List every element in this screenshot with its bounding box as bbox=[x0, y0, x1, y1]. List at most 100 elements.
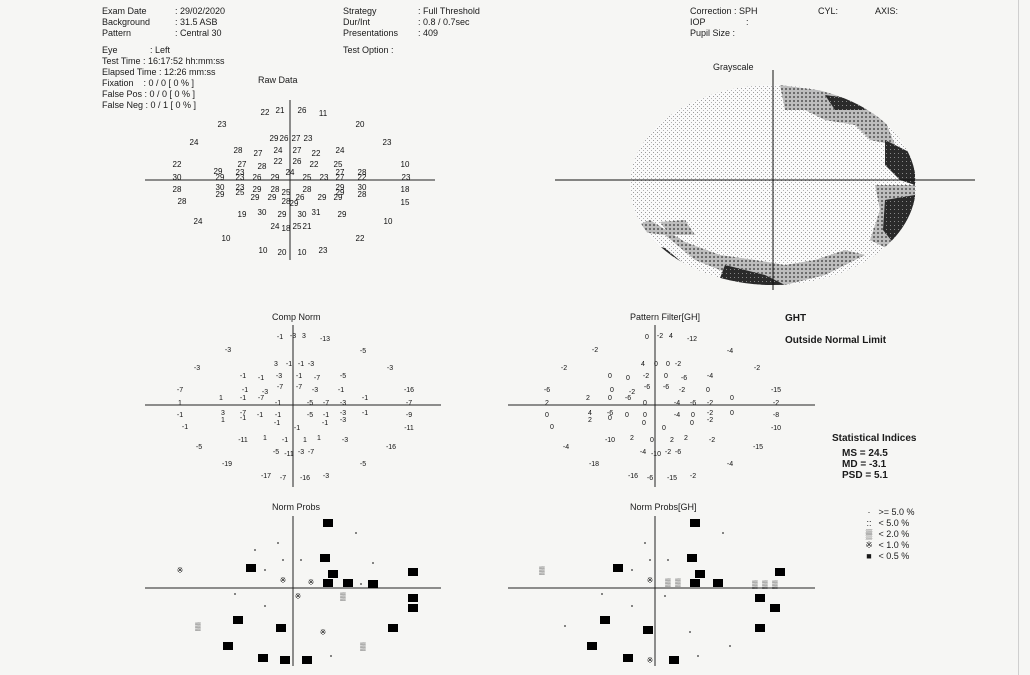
raw-threshold-value: 18 bbox=[401, 185, 410, 194]
comp-norm-value: -7 bbox=[314, 375, 320, 382]
pattern-filter-value: -6 bbox=[544, 387, 550, 394]
durint-label: Dur/Int bbox=[343, 17, 371, 27]
axis-label: AXIS: bbox=[875, 6, 899, 16]
raw-threshold-value: 10 bbox=[401, 160, 410, 169]
ms-value: MS = 24.5 bbox=[842, 448, 888, 459]
npgh-p05-marker bbox=[690, 519, 700, 527]
np-normal-marker bbox=[300, 559, 302, 561]
raw-threshold-value: 28 bbox=[258, 162, 267, 171]
legend-row-lt1: ※ < 1.0 % bbox=[862, 540, 909, 551]
pattern-filter-value: -6 bbox=[675, 449, 681, 456]
pattern-filter-value: 0 bbox=[550, 424, 554, 431]
grayscale-superior-dark bbox=[825, 95, 865, 110]
comp-norm-value: -5 bbox=[360, 348, 366, 355]
background-label: Background bbox=[102, 17, 151, 27]
raw-threshold-value: 22 bbox=[261, 108, 270, 117]
legend-hatch-dark-icon: ※ bbox=[865, 540, 873, 550]
legend-dots-icon: :: bbox=[866, 518, 872, 528]
npgh-normal-marker bbox=[649, 559, 651, 561]
raw-threshold-value: 29 bbox=[270, 134, 279, 143]
pattern-filter-value: 2 bbox=[670, 437, 674, 444]
pattern-filter-value: -2 bbox=[754, 365, 760, 372]
ght-label: GHT bbox=[785, 313, 807, 324]
comp-norm-value: 3 bbox=[302, 333, 306, 340]
pattern-filter-value: -2 bbox=[707, 417, 713, 424]
strategy-value: : Full Threshold bbox=[418, 6, 480, 16]
raw-threshold-value: 27 bbox=[238, 160, 247, 169]
comp-norm-value: -19 bbox=[222, 461, 232, 468]
psd-value: PSD = 5.1 bbox=[842, 470, 888, 481]
pattern-filter-value: -16 bbox=[628, 473, 638, 480]
npgh-p2-marker: ▒ bbox=[665, 578, 671, 587]
comp-norm-value: -1 bbox=[240, 415, 246, 422]
npgh-p2-marker: ▒ bbox=[752, 580, 758, 589]
comp-norm-value: 1 bbox=[219, 395, 223, 402]
pattern-filter-value: 4 bbox=[588, 410, 592, 417]
raw-threshold-value: 10 bbox=[298, 248, 307, 257]
raw-threshold-value: 21 bbox=[276, 106, 285, 115]
pattern-filter-value: 0 bbox=[625, 412, 629, 419]
comp-norm-value: -1 bbox=[240, 395, 246, 402]
npgh-p05-marker bbox=[775, 568, 785, 576]
pattern-filter-value: -2 bbox=[675, 361, 681, 368]
comp-norm-value: -5 bbox=[307, 400, 313, 407]
np-normal-marker bbox=[254, 549, 256, 551]
raw-threshold-value: 29 bbox=[214, 167, 223, 176]
raw-threshold-value: 26 bbox=[253, 173, 262, 182]
comp-norm-value: -5 bbox=[360, 461, 366, 468]
npgh-p05-marker bbox=[713, 579, 723, 587]
pattern-filter-value: 0 bbox=[643, 412, 647, 419]
pattern-filter-value: -4 bbox=[674, 400, 680, 407]
pattern-filter-value: 0 bbox=[645, 334, 649, 341]
pattern-filter-value: 0 bbox=[545, 412, 549, 419]
np-p05-marker bbox=[323, 579, 333, 587]
comp-norm-value: -1 bbox=[177, 412, 183, 419]
pattern-filter-value: -10 bbox=[605, 437, 615, 444]
comp-norm-value: -7 bbox=[323, 400, 329, 407]
npgh-p1-marker: ※ bbox=[647, 576, 654, 585]
pattern-filter-value: -2 bbox=[709, 437, 715, 444]
raw-threshold-value: 26 bbox=[296, 193, 305, 202]
legend-black-square-icon: ■ bbox=[866, 551, 872, 561]
pattern-filter-value: -10 bbox=[771, 425, 781, 432]
pattern-filter-value: -6 bbox=[644, 384, 650, 391]
pattern-filter-value: 0 bbox=[690, 420, 694, 427]
pattern-filter-value: -6 bbox=[681, 375, 687, 382]
false-neg: False Neg : 0 / 1 [ 0 % ] bbox=[102, 100, 197, 110]
pattern-filter-value: 0 bbox=[643, 400, 647, 407]
raw-threshold-value: 29 bbox=[290, 199, 299, 208]
comp-norm-value: -7 bbox=[280, 475, 286, 482]
np-p05-marker bbox=[408, 568, 418, 576]
raw-threshold-value: 23 bbox=[319, 246, 328, 255]
pattern-filter-value: -15 bbox=[667, 475, 677, 482]
npgh-normal-marker bbox=[601, 593, 603, 595]
pupil-size-label: Pupil Size : bbox=[690, 28, 736, 38]
raw-threshold-value: 30 bbox=[358, 183, 367, 192]
raw-threshold-value: 28 bbox=[178, 197, 187, 206]
comp-norm-value: -1 bbox=[294, 425, 300, 432]
legend-row-lt05: ■ < 0.5 % bbox=[862, 551, 909, 561]
pattern-filter-title: Pattern Filter[GH] bbox=[630, 312, 701, 322]
legend-text: < 1.0 % bbox=[878, 540, 910, 550]
comp-norm-value: -5 bbox=[307, 412, 313, 419]
ght-result: Outside Normal Limit bbox=[785, 335, 887, 346]
pattern-filter-value: 0 bbox=[608, 415, 612, 422]
raw-threshold-value: 26 bbox=[280, 134, 289, 143]
comp-norm-value: -7 bbox=[296, 384, 302, 391]
np-p1-marker: ※ bbox=[320, 628, 327, 637]
pattern-filter-value: -2 bbox=[665, 449, 671, 456]
comp-norm-title: Comp Norm bbox=[272, 312, 321, 322]
pattern-value: : Central 30 bbox=[175, 28, 222, 38]
raw-threshold-value: 29 bbox=[271, 173, 280, 182]
comp-norm-value: -3 bbox=[340, 410, 346, 417]
comp-norm-value: -1 bbox=[182, 424, 188, 431]
norm-probs-title: Norm Probs bbox=[272, 502, 321, 512]
npgh-normal-marker bbox=[697, 655, 699, 657]
pattern-filter-value: -18 bbox=[589, 461, 599, 468]
pattern-filter-value: -2 bbox=[773, 400, 779, 407]
np-p05-marker bbox=[258, 654, 268, 662]
pattern-label: Pattern bbox=[102, 28, 132, 38]
legend-text: < 2.0 % bbox=[878, 529, 910, 539]
raw-threshold-value: 23 bbox=[320, 173, 329, 182]
